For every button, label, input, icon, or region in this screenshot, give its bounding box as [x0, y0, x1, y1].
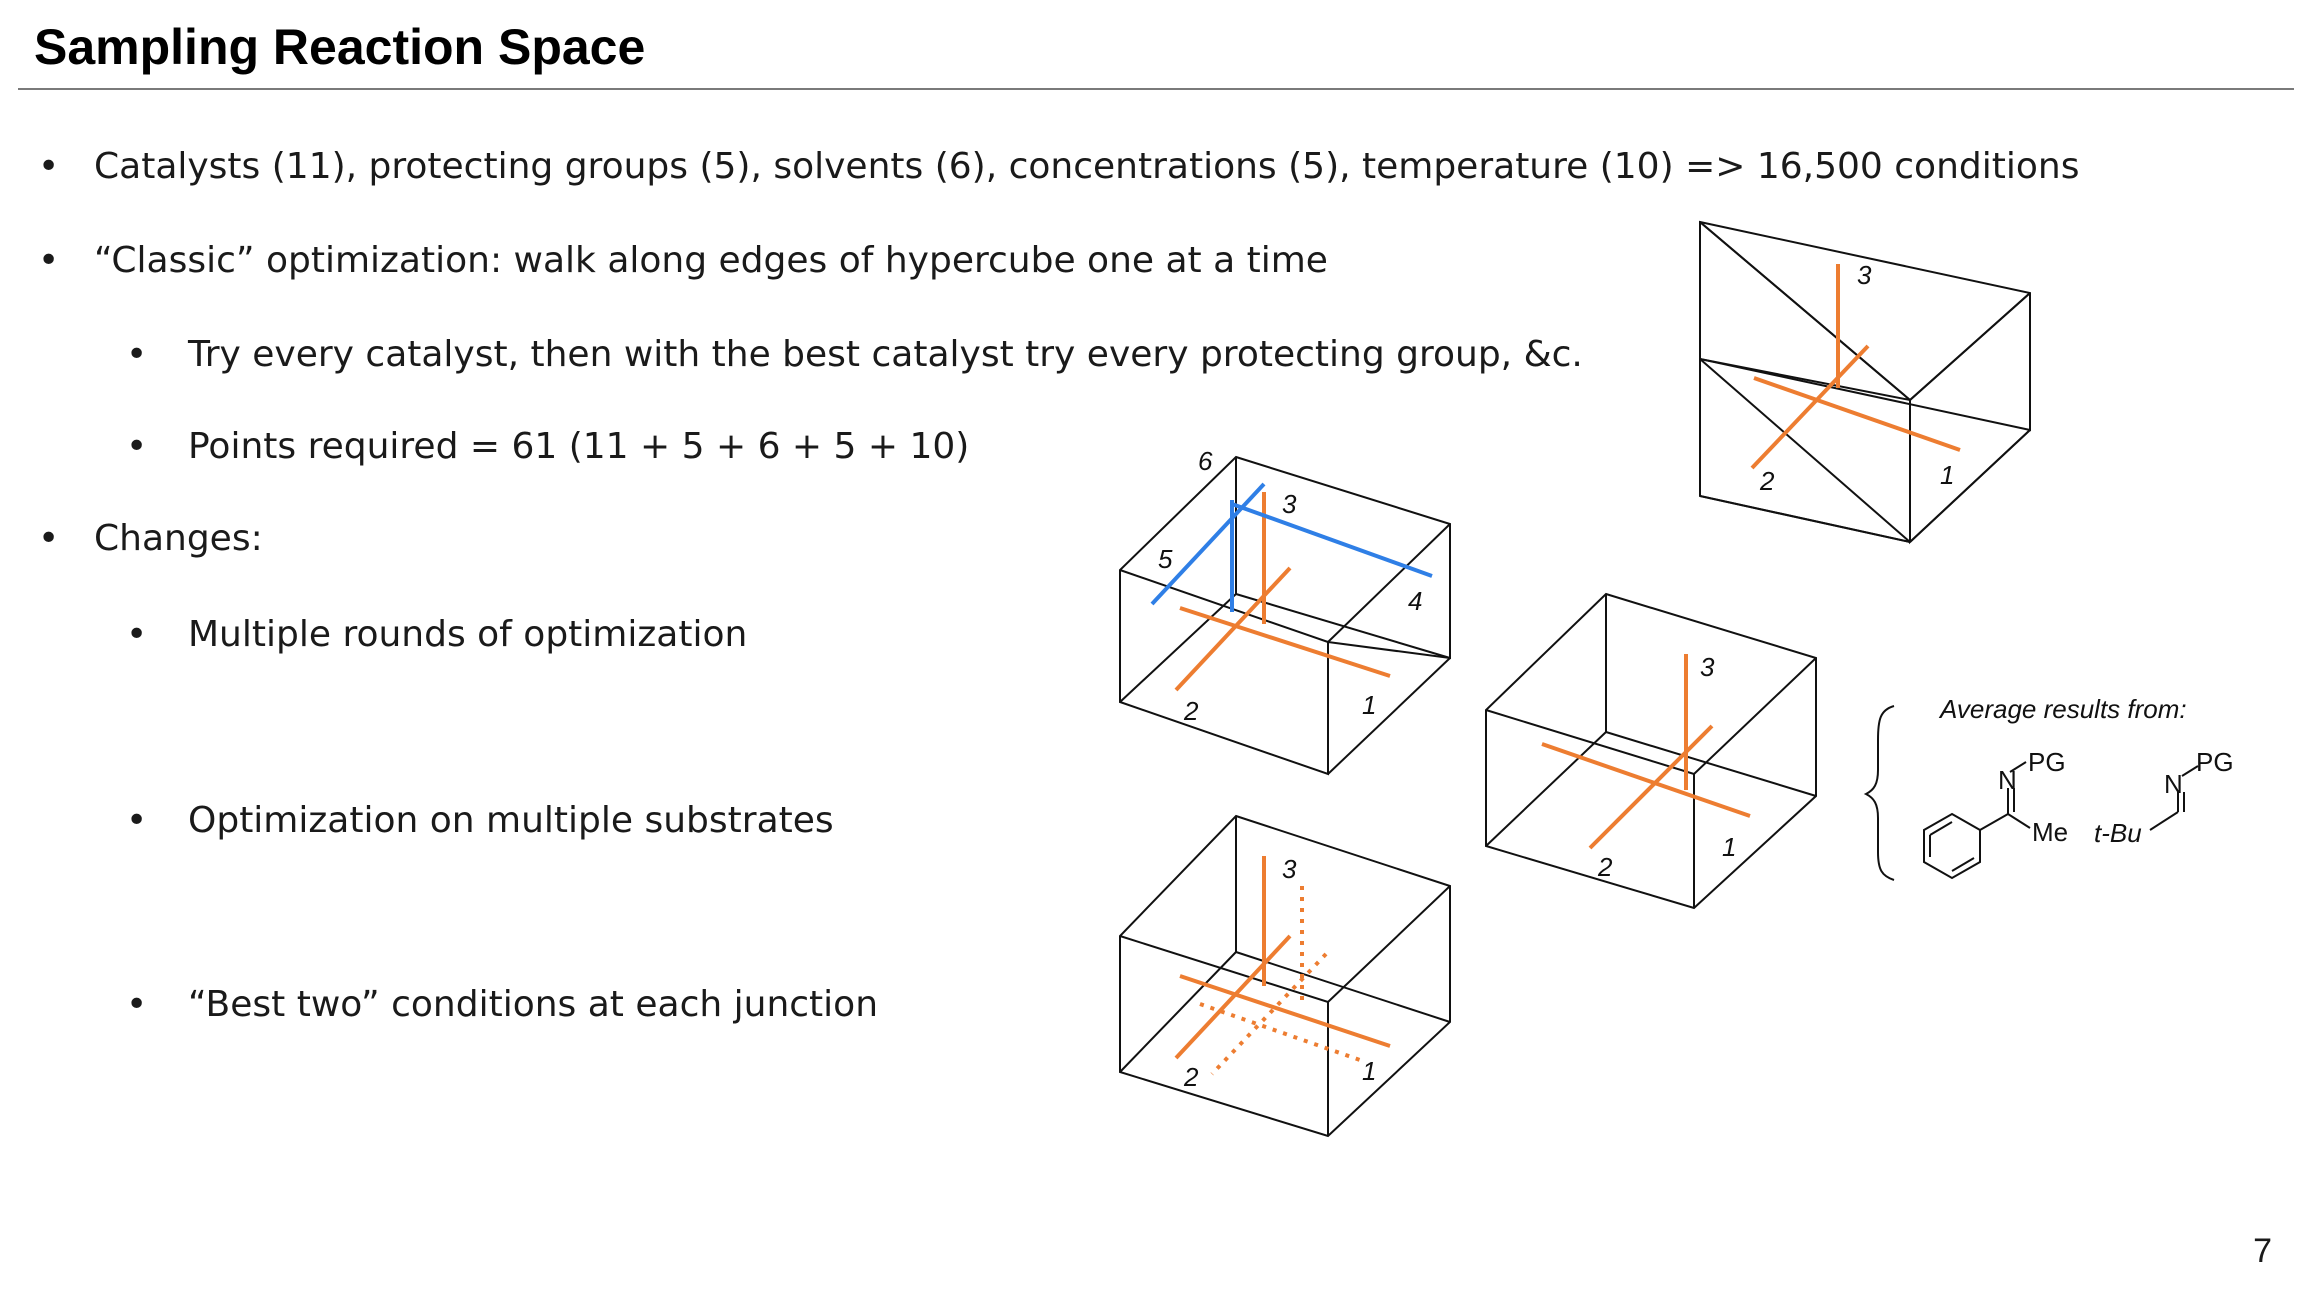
title-divider [18, 88, 2294, 90]
bullet-dot: • [38, 240, 60, 281]
cube-outline [1119, 455, 1451, 776]
cube-classic: 3 2 1 [1699, 220, 2031, 545]
imine-bonds [2149, 765, 2199, 831]
bullet-dot: • [126, 426, 148, 467]
bullet-dot: • [38, 518, 60, 559]
slide-title: Sampling Reaction Space [34, 19, 646, 75]
protecting-group-label: PG [2028, 747, 2066, 777]
bullet-dot: • [38, 146, 60, 187]
axis-label-3: 3 [1700, 652, 1715, 682]
bullet-text: Optimization on multiple substrates [188, 800, 834, 841]
axis-label-4: 4 [1408, 586, 1422, 616]
search-axes [1174, 856, 1391, 1060]
axis-label-1: 1 [1362, 1056, 1376, 1086]
substrate-a: N PG Me [1923, 747, 2068, 880]
nitrogen-label: N [1998, 765, 2017, 795]
bullet-dot: • [126, 984, 148, 1025]
substrate-b: N PG t-Bu [2094, 747, 2234, 848]
bullet-text: Catalysts (11), protecting groups (5), s… [94, 146, 2080, 187]
methyl-label: Me [2032, 817, 2068, 847]
axis-label-6: 6 [1198, 446, 1213, 476]
axis-label-1: 1 [1722, 832, 1736, 862]
cube-best-two: 3 2 1 [1119, 814, 1451, 1138]
bullet-text: “Best two” conditions at each junction [188, 984, 879, 1025]
cube-outline [1485, 592, 1817, 910]
bullet-text: Try every catalyst, then with the best c… [188, 334, 1583, 375]
bullet-dot: • [126, 614, 148, 655]
cube-outline [1699, 220, 2031, 545]
axis-label-3: 3 [1857, 260, 1872, 290]
bullet-text: Changes: [94, 518, 263, 559]
axis-label-5: 5 [1158, 544, 1173, 574]
cube-rounds: 3 2 1 [1485, 592, 1817, 910]
cube-six-dim: 6 3 5 4 2 1 [1119, 446, 1451, 776]
axis-label-2: 2 [1759, 466, 1775, 496]
axis-label-2: 2 [1597, 852, 1613, 882]
bullet-text: Multiple rounds of optimization [188, 614, 748, 655]
bullet-text: “Classic” optimization: walk along edges… [94, 240, 1328, 281]
cube-outline [1119, 814, 1451, 1138]
blue-search-axes [1150, 482, 1433, 612]
nitrogen-label: N [2164, 769, 2183, 799]
imine-bonds [1979, 761, 2031, 831]
bullet-dot: • [126, 800, 148, 841]
axis-label-3: 3 [1282, 854, 1297, 884]
axis-label-2: 2 [1183, 1062, 1199, 1092]
benzene-ring-icon [1923, 812, 1981, 880]
search-axes [1750, 264, 1961, 470]
curly-brace [1863, 705, 1895, 881]
best-two-dotted-axes [1199, 886, 1361, 1076]
substrates-panel: Average results from: N PG Me [1863, 694, 2234, 881]
axis-label-1: 1 [1362, 690, 1376, 720]
axis-label-1: 1 [1940, 460, 1954, 490]
bullet-dot: • [126, 334, 148, 375]
tert-butyl-label: t-Bu [2094, 818, 2142, 848]
page-number: 7 [2253, 1232, 2272, 1270]
axis-label-2: 2 [1183, 696, 1199, 726]
search-axes [1541, 654, 1751, 850]
bullet-text: Points required = 61 (11 + 5 + 6 + 5 + 1… [188, 426, 970, 467]
axis-label-3: 3 [1282, 489, 1297, 519]
substrates-caption: Average results from: [1938, 694, 2187, 724]
protecting-group-label: PG [2196, 747, 2234, 777]
